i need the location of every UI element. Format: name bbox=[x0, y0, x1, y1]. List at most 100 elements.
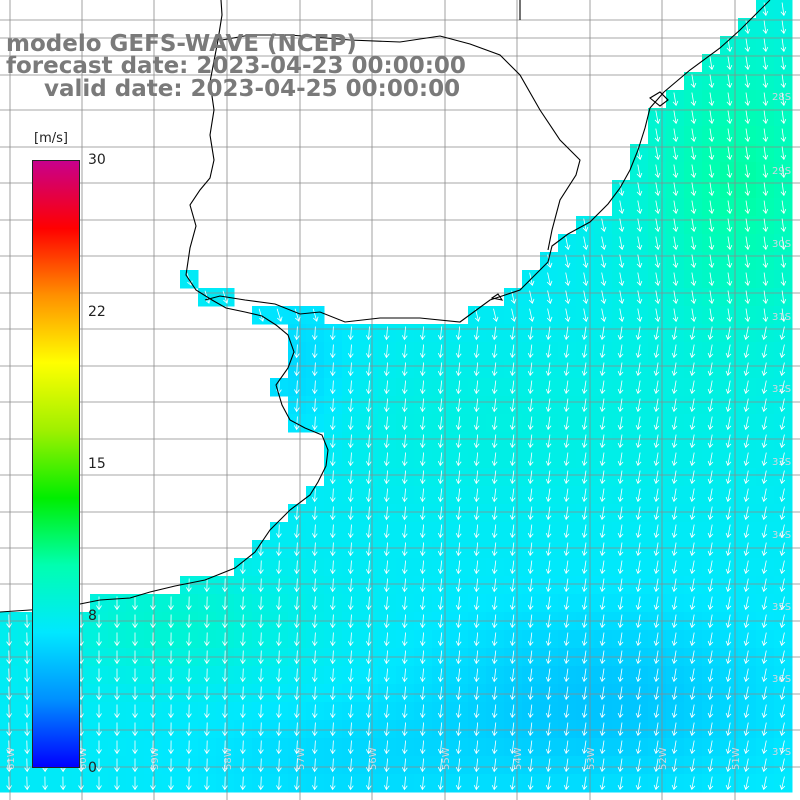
latitude-label: 29S bbox=[772, 166, 791, 177]
wind-arrow bbox=[401, 434, 408, 449]
wind-arrow bbox=[527, 560, 534, 575]
wind-arrow bbox=[186, 686, 192, 701]
wind-arrow bbox=[654, 182, 661, 197]
wind-arrow bbox=[527, 326, 534, 341]
wind-arrow bbox=[329, 686, 336, 701]
wind-arrow bbox=[708, 308, 715, 323]
wind-arrow bbox=[473, 470, 480, 485]
colorbar-tick-8: 8 bbox=[88, 608, 97, 624]
wind-arrow bbox=[599, 722, 606, 737]
wind-arrow bbox=[617, 416, 624, 431]
wind-arrow bbox=[761, 416, 768, 431]
wind-arrow bbox=[258, 686, 264, 701]
wind-arrow bbox=[761, 758, 768, 773]
wind-arrow bbox=[743, 326, 750, 341]
wind-arrow bbox=[707, 524, 714, 539]
wind-arrow bbox=[186, 614, 192, 629]
wind-arrow bbox=[743, 560, 750, 575]
wind-arrow bbox=[672, 110, 679, 125]
wind-arrow bbox=[455, 560, 462, 575]
wind-arrow bbox=[725, 380, 732, 395]
wind-arrow bbox=[491, 506, 498, 521]
wind-arrow bbox=[689, 434, 696, 449]
wind-arrow bbox=[347, 668, 354, 683]
longitude-label: 52W bbox=[658, 747, 669, 770]
wind-arrow bbox=[545, 542, 552, 557]
wind-arrow bbox=[365, 506, 372, 521]
wind-arrow bbox=[617, 650, 624, 665]
wind-arrow bbox=[563, 776, 570, 791]
wind-arrow bbox=[599, 542, 606, 557]
wind-arrow bbox=[708, 272, 715, 287]
wind-arrow bbox=[419, 344, 426, 359]
wind-arrow bbox=[365, 326, 372, 341]
wind-arrow bbox=[635, 776, 642, 791]
wind-arrow bbox=[671, 686, 678, 701]
wind-arrow bbox=[276, 632, 282, 647]
wind-arrow bbox=[617, 596, 624, 611]
wind-arrow bbox=[528, 308, 535, 323]
wind-arrow bbox=[455, 524, 462, 539]
wind-arrow bbox=[725, 398, 732, 413]
wind-arrow bbox=[347, 488, 354, 503]
wind-arrow bbox=[240, 614, 246, 629]
wind-arrow bbox=[222, 722, 228, 737]
wind-arrow bbox=[779, 668, 786, 683]
wind-arrow bbox=[6, 722, 12, 737]
wind-arrow bbox=[509, 470, 516, 485]
wind-arrow bbox=[653, 488, 660, 503]
wind-arrow bbox=[707, 506, 714, 521]
wind-arrow bbox=[491, 488, 498, 503]
wind-arrow bbox=[401, 722, 408, 737]
wind-arrow bbox=[96, 740, 102, 755]
wind-arrow bbox=[690, 164, 697, 179]
wind-arrow bbox=[329, 776, 336, 791]
wind-arrow bbox=[689, 506, 696, 521]
wind-arrow bbox=[437, 506, 444, 521]
wind-arrow bbox=[455, 434, 462, 449]
wind-arrow bbox=[671, 668, 678, 683]
wind-arrow bbox=[6, 686, 12, 701]
wind-arrow bbox=[509, 560, 516, 575]
wind-arrow bbox=[329, 452, 336, 467]
wind-arrow bbox=[473, 362, 480, 377]
wind-arrow bbox=[599, 362, 606, 377]
wind-arrow bbox=[708, 182, 715, 197]
wind-arrow bbox=[186, 776, 192, 791]
wind-arrow bbox=[114, 668, 120, 683]
wind-arrow bbox=[726, 290, 733, 305]
wind-arrow bbox=[329, 434, 336, 449]
wind-arrow bbox=[473, 704, 480, 719]
wind-arrow bbox=[527, 740, 534, 755]
wind-arrow bbox=[329, 668, 336, 683]
wind-arrow bbox=[527, 686, 534, 701]
wind-arrow bbox=[419, 362, 426, 377]
wind-arrow bbox=[258, 542, 264, 557]
wind-arrow bbox=[545, 416, 552, 431]
wind-arrow bbox=[294, 578, 300, 593]
wind-arrow bbox=[419, 776, 426, 791]
wind-arrow bbox=[743, 722, 750, 737]
wind-arrow bbox=[581, 704, 588, 719]
wind-arrow bbox=[581, 470, 588, 485]
wind-arrow bbox=[96, 650, 102, 665]
wind-arrow bbox=[150, 668, 156, 683]
wind-arrow bbox=[780, 2, 787, 17]
wind-arrow bbox=[744, 308, 751, 323]
wind-arrow bbox=[761, 452, 768, 467]
wind-arrow bbox=[617, 722, 624, 737]
wind-arrow bbox=[725, 668, 732, 683]
wind-arrow bbox=[780, 164, 787, 179]
wind-arrow bbox=[762, 308, 769, 323]
wind-arrow bbox=[744, 146, 751, 161]
wind-arrow bbox=[743, 452, 750, 467]
wind-arrow bbox=[383, 434, 390, 449]
wind-arrow bbox=[707, 740, 714, 755]
wind-arrow bbox=[401, 614, 408, 629]
latitude-label: 31S bbox=[772, 312, 791, 323]
wind-arrow bbox=[419, 542, 426, 557]
wind-arrow bbox=[437, 650, 444, 665]
wind-arrow bbox=[419, 524, 426, 539]
wind-arrow bbox=[311, 506, 318, 521]
wind-arrow bbox=[563, 614, 570, 629]
